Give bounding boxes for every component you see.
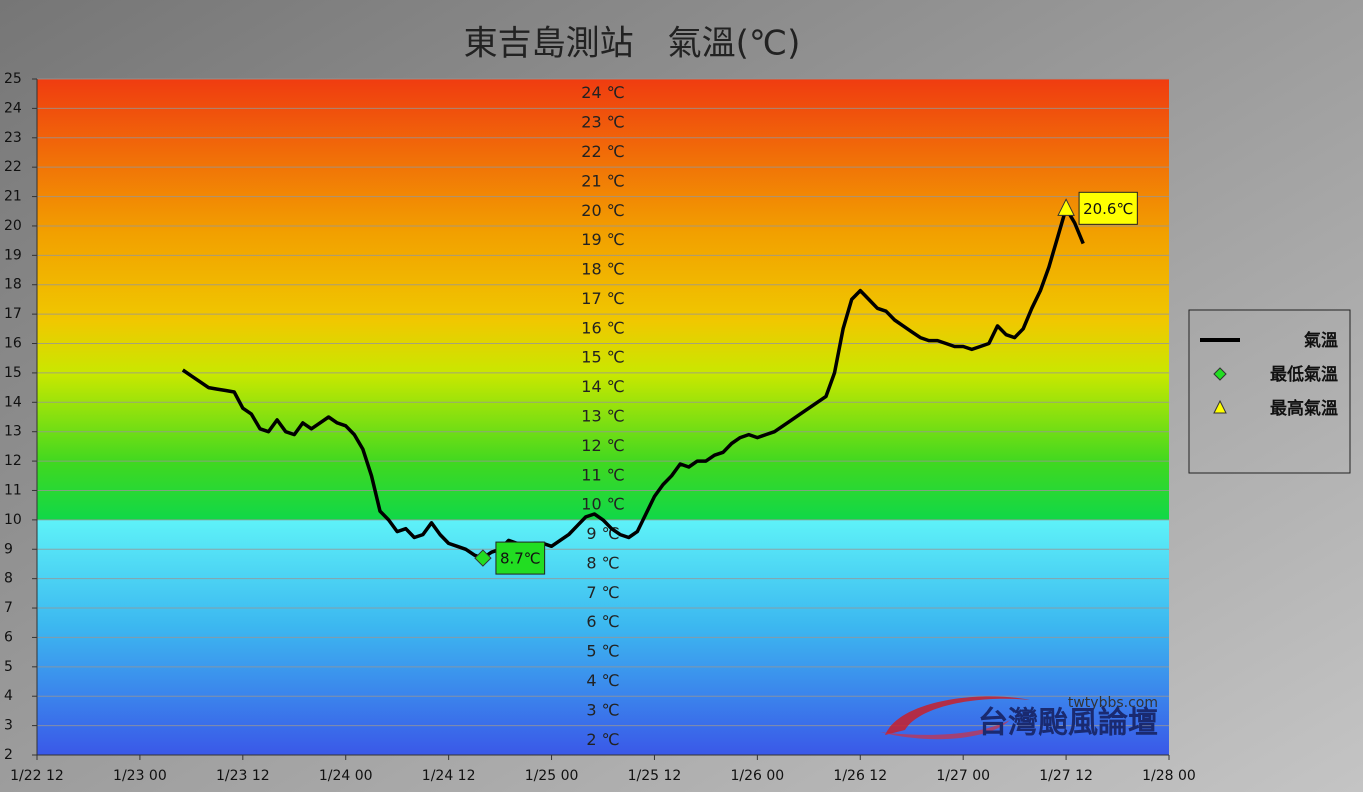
plot-area <box>37 78 1169 756</box>
band-label: 7 ℃ <box>586 583 619 602</box>
legend-label: 最高氣溫 <box>1270 398 1338 419</box>
y-tick-label: 17 <box>4 306 22 322</box>
max-marker <box>1057 198 1075 216</box>
x-tick-label: 1/28 00 <box>1142 768 1196 784</box>
legend-diamond <box>1213 367 1227 381</box>
band-label: 21 ℃ <box>581 171 624 190</box>
value-label-box <box>1078 191 1138 225</box>
band-label: 10 ℃ <box>581 495 624 514</box>
legend-box <box>1188 309 1351 474</box>
watermark-name: 台灣颱風論壇 <box>978 706 1158 741</box>
y-tick-label: 23 <box>4 130 22 146</box>
band-label: 11 ℃ <box>581 465 624 484</box>
watermark-swoosh <box>885 696 1030 735</box>
y-tick-label: 20 <box>4 218 22 234</box>
value-label: 20.6℃ <box>1083 200 1133 218</box>
y-tick-label: 21 <box>4 189 22 205</box>
chart-title: 東吉島測站 氣溫(℃) <box>464 24 801 64</box>
min-marker <box>474 549 492 567</box>
y-tick-label: 2 <box>4 747 13 763</box>
band-label: 24 ℃ <box>581 83 624 102</box>
y-tick-label: 11 <box>4 482 22 498</box>
y-tick-label: 18 <box>4 277 22 293</box>
band-label: 22 ℃ <box>581 142 624 161</box>
band-label: 14 ℃ <box>581 377 624 396</box>
watermark-url: twtybbs.com <box>1068 695 1158 711</box>
y-tick-label: 5 <box>4 659 13 675</box>
x-tick-label: 1/26 00 <box>731 768 785 784</box>
band-label: 2 ℃ <box>586 730 619 749</box>
x-tick-label: 1/24 00 <box>319 768 373 784</box>
band-label: 6 ℃ <box>586 612 619 631</box>
x-tick-label: 1/24 12 <box>422 768 476 784</box>
x-tick-label: 1/23 12 <box>216 768 270 784</box>
x-tick-label: 1/25 12 <box>628 768 682 784</box>
band-label: 18 ℃ <box>581 260 624 279</box>
x-tick-label: 1/23 00 <box>113 768 167 784</box>
y-tick-label: 25 <box>4 71 22 87</box>
x-tick-label: 1/27 00 <box>936 768 990 784</box>
band-label: 16 ℃ <box>581 318 624 337</box>
value-label: 8.7℃ <box>500 550 541 568</box>
y-tick-label: 14 <box>4 394 22 410</box>
y-tick-label: 22 <box>4 159 22 175</box>
band-label: 17 ℃ <box>581 289 624 308</box>
y-tick-label: 8 <box>4 571 13 587</box>
band-label: 5 ℃ <box>586 642 619 661</box>
y-tick-label: 19 <box>4 247 22 263</box>
legend-label: 氣溫 <box>1304 330 1338 351</box>
value-label-box <box>495 541 546 575</box>
x-tick-label: 1/25 00 <box>525 768 579 784</box>
legend-label: 最低氣溫 <box>1270 364 1338 385</box>
y-tick-label: 10 <box>4 512 22 528</box>
y-tick-label: 15 <box>4 365 22 381</box>
x-tick-label: 1/22 12 <box>10 768 64 784</box>
y-tick-label: 6 <box>4 629 13 645</box>
band-label: 15 ℃ <box>581 348 624 367</box>
band-label: 3 ℃ <box>586 700 619 719</box>
band-label: 23 ℃ <box>581 113 624 132</box>
x-tick-label: 1/26 12 <box>833 768 887 784</box>
y-tick-label: 24 <box>4 100 22 116</box>
band-label: 9 ℃ <box>586 524 619 543</box>
y-tick-label: 4 <box>4 688 13 704</box>
band-label: 19 ℃ <box>581 230 624 249</box>
y-tick-label: 7 <box>4 600 13 616</box>
band-label: 4 ℃ <box>586 671 619 690</box>
watermark-swoosh <box>880 720 1010 740</box>
warm-zone <box>37 79 1169 520</box>
y-tick-label: 12 <box>4 453 22 469</box>
band-label: 12 ℃ <box>581 436 624 455</box>
temperature-line <box>181 206 1085 560</box>
legend-triangle <box>1213 399 1227 414</box>
y-tick-label: 13 <box>4 424 22 440</box>
y-tick-label: 9 <box>4 541 13 557</box>
x-tick-label: 1/27 12 <box>1039 768 1093 784</box>
y-tick-label: 3 <box>4 718 13 734</box>
band-label: 8 ℃ <box>586 553 619 572</box>
band-label: 20 ℃ <box>581 201 624 220</box>
y-tick-label: 16 <box>4 336 22 352</box>
band-label: 13 ℃ <box>581 407 624 426</box>
